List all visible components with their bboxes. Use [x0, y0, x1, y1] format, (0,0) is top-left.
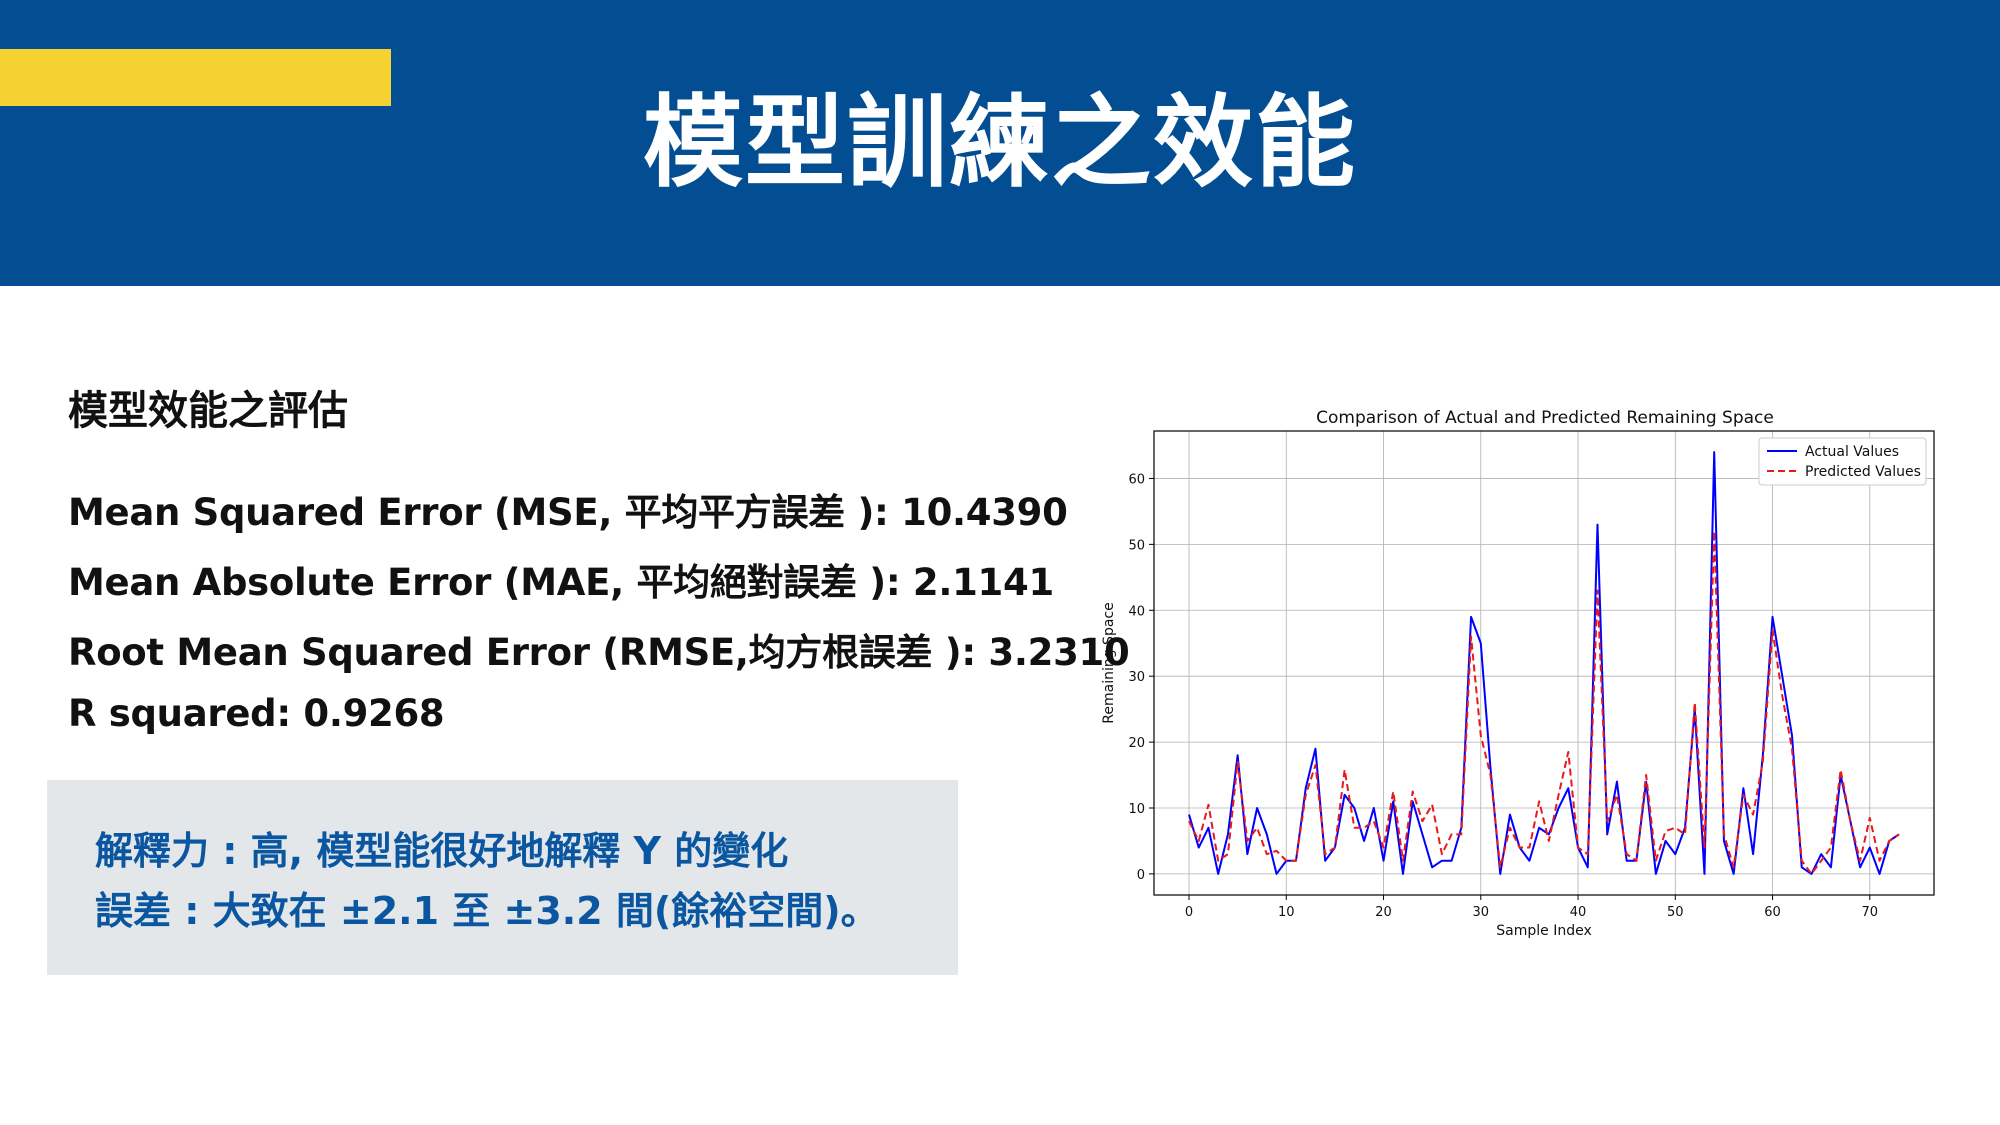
y-tick-label: 30	[1128, 670, 1145, 685]
x-tick-label: 10	[1278, 905, 1295, 920]
y-axis-label: Remaining Space	[1101, 602, 1117, 723]
metric-r-squared: R squared: 0.9268	[68, 692, 445, 735]
metric-mse: Mean Squared Error (MSE, 平均平方誤差 ): 10.43…	[68, 491, 1068, 534]
actual-values-line	[1188, 451, 1900, 875]
metric-rmse: Root Mean Squared Error (RMSE,均方根誤差 ): 3…	[68, 631, 1130, 674]
y-tick-label: 10	[1128, 802, 1145, 817]
section-heading: 模型效能之評估	[68, 388, 348, 434]
x-tick-label: 20	[1375, 905, 1392, 920]
comparison-chart: Comparison of Actual and Predicted Remai…	[1101, 408, 1935, 939]
legend-frame	[1758, 437, 1927, 486]
chart-series	[1188, 451, 1900, 875]
x-tick-label: 70	[1862, 905, 1879, 920]
chart-ticks: 0 10 20 30 40 50 60 70 0 10 20 30 40 50 60	[1128, 472, 1878, 920]
note-explanatory-power: 解釋力 : 高, 模型能很好地解釋 Y 的變化	[95, 829, 789, 873]
y-tick-label: 0	[1137, 868, 1145, 883]
chart-grid	[1154, 431, 1934, 895]
x-tick-label: 60	[1764, 905, 1781, 920]
note-error-range: 誤差 : 大致在 ±2.1 至 ±3.2 間(餘裕空間)。	[95, 889, 879, 933]
y-tick-label: 40	[1128, 604, 1145, 619]
y-tick-label: 20	[1128, 736, 1145, 751]
predicted-values-line	[1188, 530, 1900, 875]
interpretation-box: 解釋力 : 高, 模型能很好地解釋 Y 的變化 誤差 : 大致在 ±2.1 至 …	[47, 780, 958, 975]
y-tick-label: 50	[1128, 538, 1145, 553]
legend-predicted-label: Predicted Values	[1805, 464, 1921, 480]
header-banner	[0, 0, 2000, 286]
chart-title: Comparison of Actual and Predicted Remai…	[1316, 408, 1774, 428]
slide-title: 模型訓練之效能	[643, 84, 1357, 201]
y-tick-label: 60	[1128, 472, 1145, 487]
plot-frame	[1153, 430, 1935, 896]
legend-actual-label: Actual Values	[1805, 444, 1899, 460]
x-tick-label: 0	[1185, 905, 1193, 920]
metric-mae: Mean Absolute Error (MAE, 平均絕對誤差 ): 2.11…	[68, 561, 1054, 604]
chart-legend: Actual Values Predicted Values	[1758, 437, 1927, 486]
accent-bar	[0, 49, 391, 106]
x-tick-label: 30	[1473, 905, 1490, 920]
x-tick-label: 50	[1667, 905, 1684, 920]
x-tick-label: 40	[1570, 905, 1587, 920]
x-axis-label: Sample Index	[1496, 923, 1591, 939]
